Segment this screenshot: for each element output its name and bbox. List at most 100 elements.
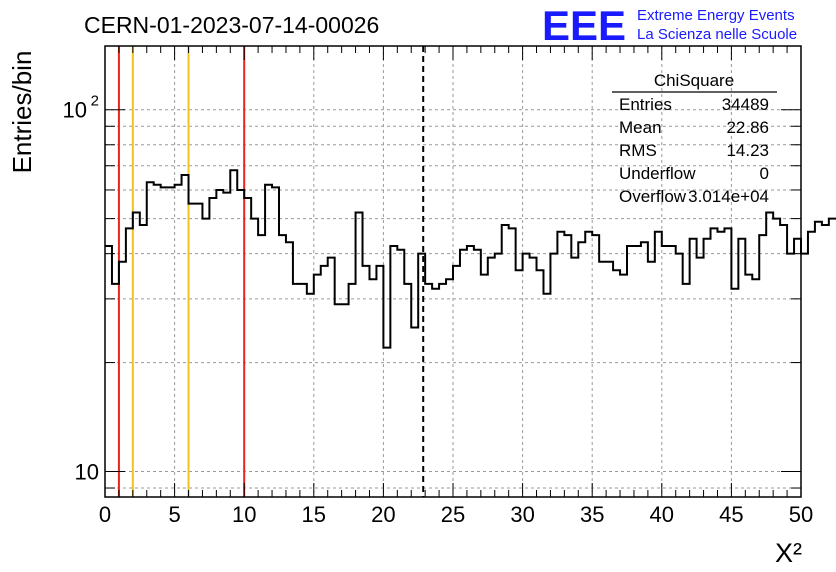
histogram-bin <box>418 254 425 497</box>
histogram-bin <box>634 246 641 497</box>
histogram-bin <box>404 284 411 497</box>
histogram-bin <box>759 235 766 497</box>
x-tick-label: 50 <box>789 502 813 527</box>
histogram-bin <box>488 258 495 497</box>
histogram-bin <box>620 275 627 497</box>
y-tick-label: 10 <box>63 98 87 123</box>
histogram-bin <box>147 182 154 497</box>
histogram-bin <box>502 225 509 497</box>
histogram-bin <box>766 212 773 497</box>
histogram-bin <box>697 258 704 497</box>
histogram-bin <box>161 187 168 497</box>
histogram-bin <box>349 284 356 497</box>
histogram-bin <box>230 170 237 497</box>
histogram-bin <box>571 258 578 497</box>
histogram-bin <box>446 279 453 497</box>
y-axis-label: Entries/bin <box>7 51 37 174</box>
histogram-bin <box>182 175 189 497</box>
histogram-bin <box>717 232 724 497</box>
logo-line-1: Extreme Energy Events <box>637 7 795 24</box>
histogram-bin <box>307 294 314 497</box>
histogram-bin <box>822 225 829 497</box>
histogram-bin <box>133 212 140 497</box>
histogram-bin <box>585 232 592 497</box>
histogram-bin <box>738 239 745 497</box>
logo-line-2: La Scienza nelle Scuole <box>637 26 797 43</box>
histogram-bin <box>202 219 209 497</box>
histogram-bin <box>599 262 606 497</box>
histogram-bin <box>126 228 133 497</box>
histogram-bin <box>453 266 460 497</box>
x-tick-label: 0 <box>99 502 111 527</box>
histogram <box>105 169 836 497</box>
histogram-bin <box>168 187 175 497</box>
x-tick-label: 5 <box>168 502 180 527</box>
y-tick-label: 10 <box>75 459 99 484</box>
histogram-bin <box>411 328 418 497</box>
stats-value-rms: 14.23 <box>726 141 769 160</box>
histogram-bin <box>216 190 223 497</box>
histogram-bin <box>606 262 613 497</box>
histogram-bin <box>383 348 390 497</box>
stats-label-mean: Mean <box>619 118 662 137</box>
stats-value-overflow: 3.014e+04 <box>688 187 769 206</box>
chart-title: CERN-01-2023-07-14-00026 <box>84 12 379 38</box>
histogram-bin <box>251 219 258 497</box>
histogram-bin <box>648 262 655 497</box>
histogram-bin <box>773 219 780 497</box>
histogram-bin <box>530 258 537 497</box>
histogram-bin <box>474 250 481 497</box>
histogram-bin <box>356 212 363 497</box>
histogram-bin <box>627 246 634 497</box>
histogram-bin <box>655 232 662 497</box>
logo-mark: EEE <box>542 2 626 49</box>
histogram-bin <box>801 254 808 497</box>
histogram-bin <box>543 294 550 497</box>
histogram-bin <box>794 239 801 497</box>
histogram-bin <box>272 187 279 497</box>
histogram-bin <box>724 228 731 497</box>
histogram-bin <box>787 254 794 497</box>
histogram-bin <box>460 250 467 497</box>
histogram-bin <box>369 279 376 497</box>
stats-box: ChiSquare Entries 34489 Mean 22.86 RMS 1… <box>612 71 777 206</box>
histogram-bin <box>342 304 349 497</box>
x-tick-label: 25 <box>441 502 465 527</box>
histogram-bin <box>481 275 488 497</box>
histogram-bin <box>300 284 307 497</box>
x-tick-label: 45 <box>719 502 743 527</box>
histogram-bin <box>690 239 697 497</box>
histogram-bin <box>363 266 370 497</box>
histogram-bin <box>425 284 432 497</box>
histogram-bin <box>808 232 815 497</box>
histogram-bin <box>279 235 286 497</box>
histogram-bin <box>829 219 836 497</box>
histogram-bin <box>112 284 119 497</box>
histogram-bin <box>523 254 530 497</box>
histogram-bin <box>564 235 571 497</box>
eee-logo: EEE Extreme Energy Events La Scienza nel… <box>542 2 797 49</box>
stats-label-underflow: Underflow <box>619 164 696 183</box>
histogram-bin <box>105 246 112 497</box>
stats-label-rms: RMS <box>619 141 657 160</box>
stats-value-entries: 34489 <box>722 95 769 114</box>
histogram-bin <box>662 246 669 497</box>
histogram-bin <box>641 242 648 497</box>
stats-value-underflow: 0 <box>760 164 769 183</box>
histogram-bin <box>683 284 690 497</box>
histogram-bin <box>752 279 759 497</box>
histogram-bin <box>432 289 439 497</box>
x-tick-label: 40 <box>650 502 674 527</box>
histogram-bin <box>578 242 585 497</box>
histogram-bin <box>557 232 564 497</box>
histogram-bin <box>293 284 300 497</box>
x-axis-label: X² <box>775 538 802 568</box>
histogram-bin <box>676 254 683 497</box>
histogram-bin <box>704 239 711 497</box>
histogram-bin <box>335 304 342 497</box>
histogram-bin <box>669 246 676 497</box>
stats-value-mean: 22.86 <box>726 118 769 137</box>
histogram-bin <box>780 225 787 497</box>
histogram-bin <box>516 270 523 497</box>
